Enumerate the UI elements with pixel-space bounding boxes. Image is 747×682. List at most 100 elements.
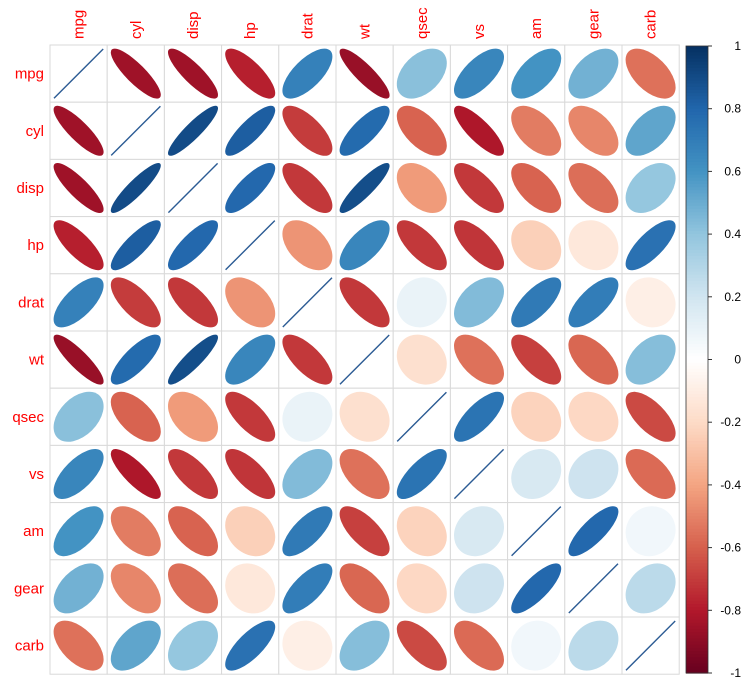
cell-disp-disp [163, 158, 223, 218]
colorbar-tick-label: 0 [734, 353, 741, 367]
color-legend: 1 0.8 0.6 0.4 0.2 0 -0.2 -0.4 -0.6 -0.8 -1 [685, 39, 741, 680]
ellipse-mark [282, 220, 333, 271]
cell-gear-qsec [392, 559, 451, 618]
cell-mpg-mpg [49, 44, 108, 103]
cell-hp-hp [221, 216, 280, 275]
cell-hp-wt [335, 216, 394, 275]
cell-am-cyl [106, 502, 165, 561]
ellipse-mark [625, 449, 676, 500]
ellipse-mark [454, 48, 505, 99]
cell-wt-vs [449, 330, 509, 389]
cell-hp-cyl [106, 216, 165, 275]
ellipse-mark [53, 506, 104, 557]
cell-drat-carb [621, 273, 680, 332]
row-label-wt: wt [28, 352, 45, 369]
cell-qsec-drat [278, 387, 337, 446]
ellipse-mark [167, 48, 218, 99]
ellipse-mark [110, 506, 161, 557]
column-labels: mpg cyl disp hp drat wt qsec vs am gear carb [71, 7, 660, 40]
row-label-mpg: mpg [15, 66, 44, 83]
ellipse-mark [339, 163, 390, 214]
cell-am-mpg [49, 502, 108, 561]
diagonal-mark [568, 563, 619, 614]
ellipse-mark [339, 105, 390, 156]
cell-gear-drat [278, 559, 337, 618]
diagonal-mark [53, 48, 104, 99]
ellipse-mark [339, 506, 390, 557]
colorbar-tick-label: 0.4 [724, 227, 741, 241]
colorbar-tick-label: -1 [730, 666, 741, 680]
ellipse-mark [625, 391, 676, 442]
cell-mpg-cyl [106, 44, 165, 103]
ellipse-mark [339, 48, 390, 99]
ellipse-mark [168, 105, 219, 156]
ellipse-mark [396, 448, 447, 499]
cell-qsec-mpg [49, 387, 108, 446]
cell-mpg-disp [163, 44, 223, 103]
ellipse-mark [167, 220, 218, 271]
row-label-cyl: cyl [26, 123, 44, 140]
cell-carb-carb [621, 616, 680, 675]
cell-vs-wt [335, 444, 394, 504]
cell-drat-qsec [392, 273, 451, 332]
cell-carb-am [507, 616, 566, 675]
cell-mpg-am [507, 44, 566, 103]
ellipse-mark [167, 391, 218, 442]
cell-am-carb [621, 502, 680, 561]
cell-cyl-qsec [392, 101, 451, 160]
cell-cyl-vs [449, 101, 509, 160]
ellipse-mark [167, 334, 218, 385]
cell-mpg-vs [449, 44, 509, 103]
cell-mpg-drat [278, 44, 337, 103]
ellipse-mark [453, 105, 504, 156]
ellipse-mark [225, 449, 276, 500]
cell-disp-qsec [392, 158, 451, 218]
ellipse-mark [396, 334, 447, 385]
ellipse-mark [110, 277, 161, 328]
cell-vs-cyl [106, 444, 165, 504]
ellipse-mark [625, 334, 676, 385]
ellipse-mark [339, 277, 390, 328]
cell-qsec-cyl [106, 387, 165, 446]
ellipse-mark [625, 563, 676, 614]
cell-cyl-carb [621, 101, 680, 160]
cell-mpg-hp [221, 44, 280, 103]
cell-wt-mpg [49, 330, 108, 389]
ellipse-mark [511, 334, 562, 385]
cell-hp-drat [278, 216, 337, 275]
col-label-hp: hp [242, 22, 259, 39]
row-label-drat: drat [18, 294, 45, 311]
cell-gear-am [507, 559, 566, 618]
diagonal-mark [110, 105, 161, 156]
cell-qsec-vs [449, 387, 509, 446]
row-label-carb: carb [15, 638, 44, 655]
cell-disp-carb [621, 158, 680, 218]
cell-wt-qsec [392, 330, 451, 389]
cell-wt-gear [564, 330, 623, 389]
cell-drat-disp [163, 273, 223, 332]
cell-drat-vs [449, 273, 509, 332]
diagonal-mark [511, 506, 562, 557]
cell-cyl-am [507, 101, 566, 160]
ellipse-mark [568, 620, 619, 671]
diagonal-mark [225, 220, 276, 271]
ellipse-mark [168, 448, 219, 499]
row-label-vs: vs [29, 466, 44, 483]
ellipse-mark [396, 105, 447, 156]
ellipse-mark [282, 449, 333, 500]
cell-cyl-hp [221, 101, 280, 160]
colorbar-tick-label: -0.6 [720, 541, 741, 555]
ellipse-mark [225, 391, 276, 442]
ellipse-mark [168, 277, 219, 328]
cell-vs-gear [564, 444, 623, 504]
cell-disp-hp [221, 158, 280, 218]
cell-hp-gear [564, 216, 623, 275]
cell-gear-vs [449, 559, 509, 618]
ellipse-mark [53, 620, 104, 671]
cell-hp-disp [163, 216, 223, 275]
cell-qsec-gear [564, 387, 623, 446]
cell-hp-mpg [49, 216, 108, 275]
cell-wt-drat [278, 330, 337, 389]
cell-cyl-gear [564, 101, 623, 160]
